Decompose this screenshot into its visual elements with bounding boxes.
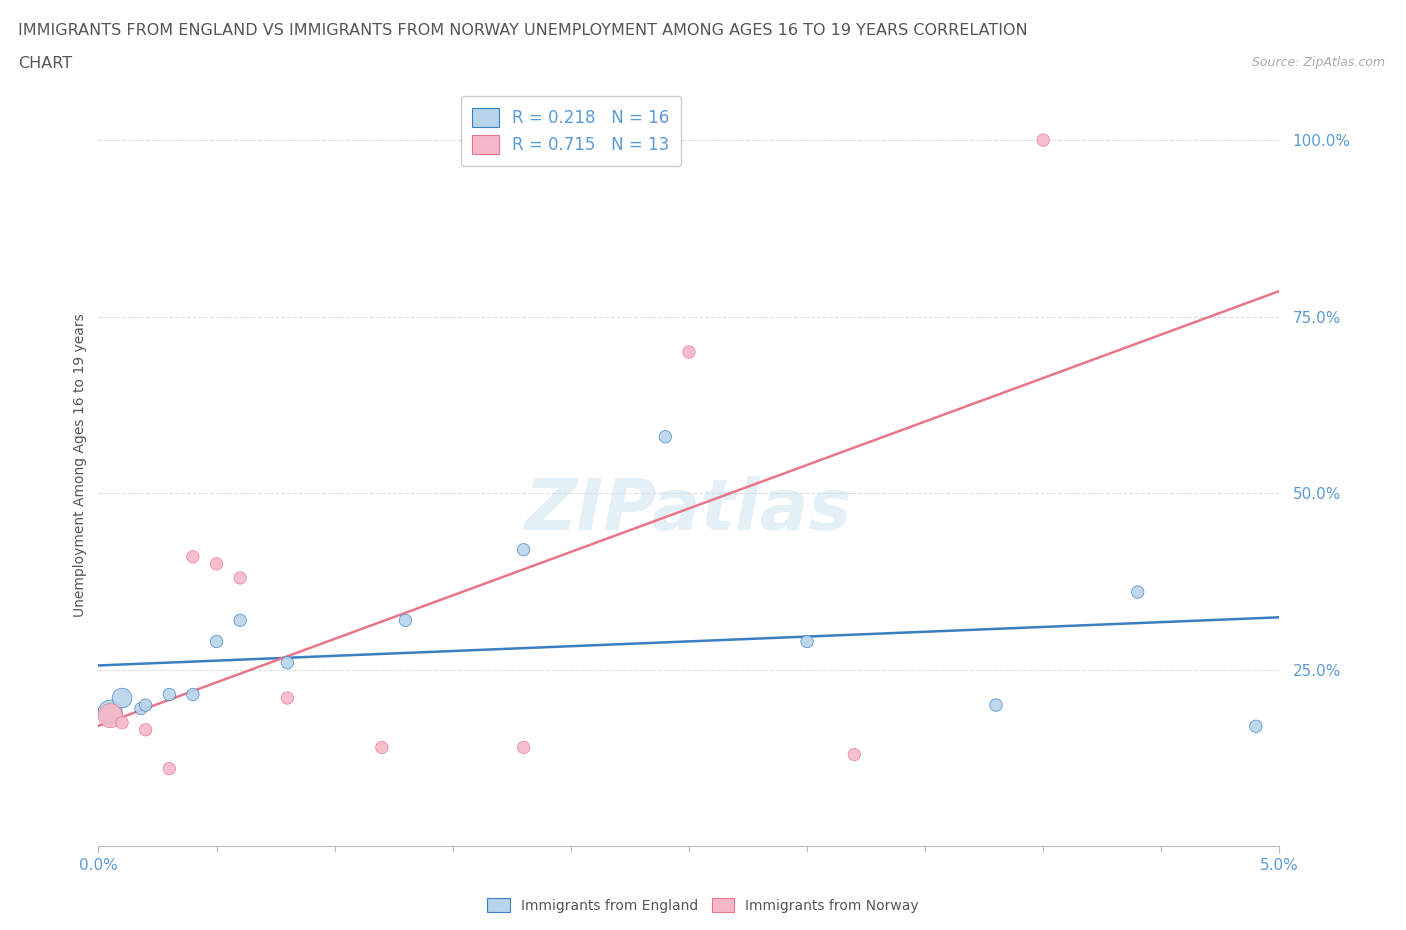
Point (129, 701, 152, 716)
Point (181, 550, 204, 565)
Point (98, 705, 121, 720)
Point (796, 634, 818, 649)
Legend: Immigrants from England, Immigrants from Norway: Immigrants from England, Immigrants from… (482, 893, 924, 919)
Point (98, 709, 121, 724)
Text: CHART: CHART (18, 56, 72, 71)
Point (654, 430, 676, 445)
Legend: R = 0.218   N = 16, R = 0.715   N = 13: R = 0.218 N = 16, R = 0.715 N = 13 (461, 96, 681, 166)
Point (844, 747, 866, 762)
Point (205, 634, 228, 649)
Point (678, 345, 700, 360)
Point (512, 542, 534, 557)
Point (205, 556, 228, 571)
Point (276, 656, 298, 671)
Point (1126, 585, 1149, 600)
Point (157, 761, 180, 776)
Point (181, 687, 204, 702)
Point (135, 723, 157, 737)
Text: IMMIGRANTS FROM ENGLAND VS IMMIGRANTS FROM NORWAY UNEMPLOYMENT AMONG AGES 16 TO : IMMIGRANTS FROM ENGLAND VS IMMIGRANTS FR… (18, 23, 1028, 38)
Point (394, 613, 416, 628)
Text: Source: ZipAtlas.com: Source: ZipAtlas.com (1251, 56, 1385, 69)
Point (157, 687, 180, 702)
Point (1244, 719, 1267, 734)
Point (229, 613, 252, 628)
Text: ZIPatlas: ZIPatlas (526, 476, 852, 545)
Point (371, 740, 394, 755)
Point (111, 691, 134, 706)
Y-axis label: Unemployment Among Ages 16 to 19 years: Unemployment Among Ages 16 to 19 years (73, 313, 87, 617)
Point (229, 570, 252, 585)
Point (1032, 133, 1054, 148)
Point (512, 740, 534, 755)
Point (111, 715, 134, 730)
Point (135, 698, 157, 712)
Point (276, 691, 298, 706)
Point (984, 698, 1007, 712)
